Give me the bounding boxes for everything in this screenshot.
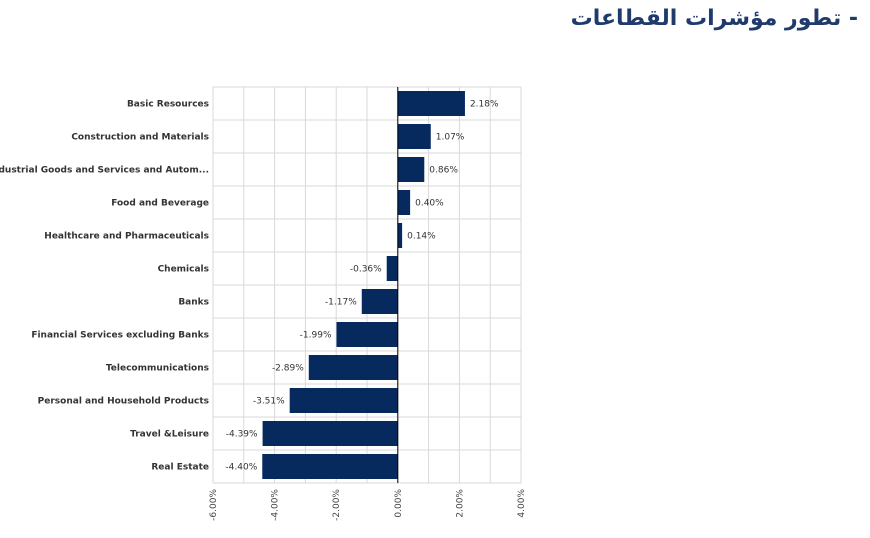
category-label: Chemicals xyxy=(158,265,209,275)
value-label: -3.51% xyxy=(253,397,285,407)
page-title: - تطور مؤشرات القطاعات xyxy=(570,6,858,31)
bar xyxy=(336,322,398,347)
category-label: Banks xyxy=(178,298,209,308)
value-labels: 2.18% 1.07% 0.86% 0.40% 0.14% -0.36% -1.17% -1.… xyxy=(225,100,499,473)
x-tick-label: 0.00% xyxy=(394,489,404,518)
bar xyxy=(397,223,403,248)
x-tick-label: 2.00% xyxy=(455,489,465,518)
bar xyxy=(397,157,425,182)
value-label: -1.99% xyxy=(300,331,332,341)
value-label: -4.39% xyxy=(226,430,258,440)
value-label: -2.89% xyxy=(272,364,304,374)
bar xyxy=(386,256,398,281)
category-label: Travel &Leisure xyxy=(130,430,209,440)
category-label: Telecommunications xyxy=(106,364,209,374)
bar xyxy=(397,91,465,116)
value-label: 1.07% xyxy=(436,133,465,143)
value-label: 0.86% xyxy=(429,166,458,176)
category-label: Industrial Goods and Services and Autom.… xyxy=(0,166,209,176)
bars xyxy=(262,91,465,479)
value-label: 0.40% xyxy=(415,199,444,209)
category-label: Construction and Materials xyxy=(71,133,209,143)
value-label: -1.17% xyxy=(325,298,357,308)
grid-lines xyxy=(212,86,522,484)
value-label: -4.40% xyxy=(225,463,257,473)
bar xyxy=(262,454,398,479)
bar xyxy=(308,355,398,380)
category-label: Healthcare and Pharmaceuticals xyxy=(44,232,209,242)
category-labels: Basic Resources Construction and Material… xyxy=(0,100,209,473)
category-label: Food and Beverage xyxy=(111,199,209,209)
bar xyxy=(289,388,398,413)
category-label: Real Estate xyxy=(151,463,209,473)
x-tick-label: -6.00% xyxy=(209,489,219,521)
x-tick-label: 4.00% xyxy=(517,489,527,518)
bar xyxy=(397,190,411,215)
x-tick-label: -4.00% xyxy=(271,489,281,521)
category-label: Personal and Household Products xyxy=(38,397,209,407)
value-label: 0.14% xyxy=(407,232,436,242)
x-tick-labels: -6.00% -4.00% -2.00% 0.00% 2.00% 4.00% xyxy=(209,489,527,521)
x-tick-label: -2.00% xyxy=(332,489,342,521)
category-label: Basic Resources xyxy=(127,100,209,110)
value-label: 2.18% xyxy=(470,100,499,110)
category-label: Financial Services excluding Banks xyxy=(31,331,209,341)
bar xyxy=(361,289,398,314)
bar xyxy=(397,124,431,149)
value-label: -0.36% xyxy=(350,265,382,275)
bar xyxy=(262,421,398,446)
